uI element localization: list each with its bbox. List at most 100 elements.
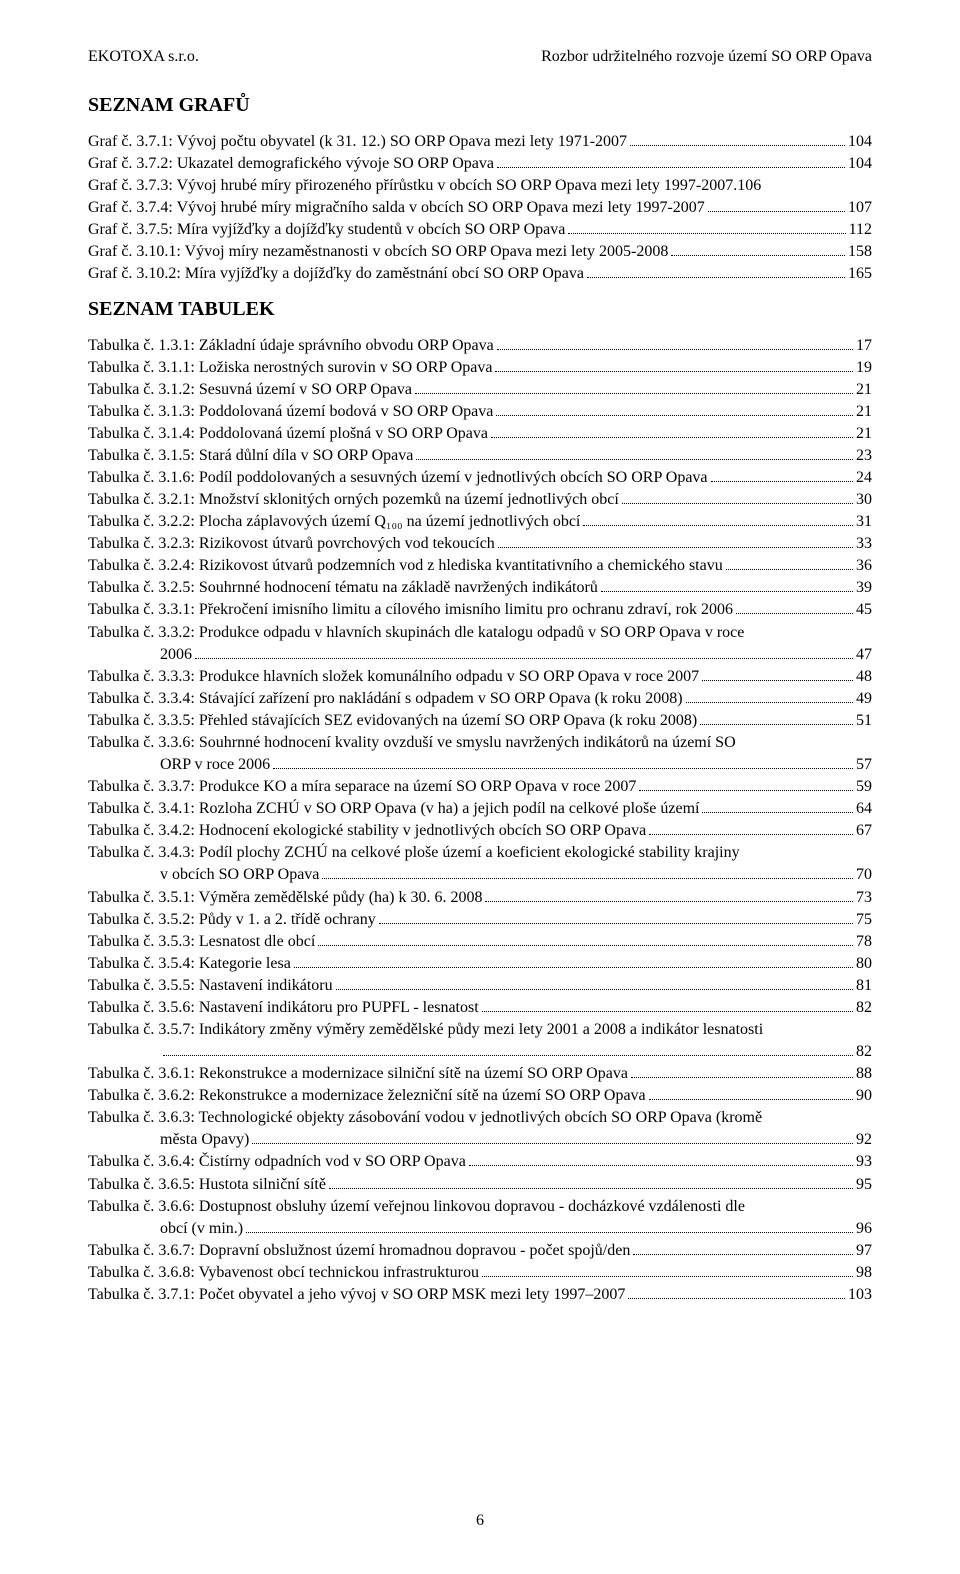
toc-entry-continuation: města Opavy) <box>88 1129 249 1151</box>
toc-entry-label: Tabulka č. 3.3.1: Překročení imisního li… <box>88 599 733 621</box>
toc-leader-dots <box>708 201 845 212</box>
toc-entry-label: Tabulka č. 3.1.2: Sesuvná území v SO ORP… <box>88 379 412 401</box>
toc-leader-dots <box>495 360 853 371</box>
toc-entry-page: 39 <box>856 577 872 599</box>
toc-line: Tabulka č. 3.2.1: Množství sklonitých or… <box>88 489 872 511</box>
toc-line: Tabulka č. 3.2.2: Plocha záplavových úze… <box>88 511 872 533</box>
toc-leader-dots <box>711 471 853 482</box>
toc-leader-dots <box>639 780 853 791</box>
toc-line: Tabulka č. 3.1.4: Poddolovaná území ploš… <box>88 423 872 445</box>
toc-leader-dots <box>497 338 853 349</box>
toc-line: Graf č. 3.7.2: Ukazatel demografického v… <box>88 153 872 175</box>
toc-leader-dots <box>702 669 853 680</box>
toc-entry-label: Graf č. 3.7.3: Vývoj hrubé míry přirozen… <box>88 175 761 197</box>
toc-entry-label: Tabulka č. 3.5.5: Nastavení indikátoru <box>88 975 333 997</box>
toc-entry-label: Tabulka č. 3.1.1: Ložiska nerostných sur… <box>88 357 492 379</box>
toc-leader-dots <box>736 603 853 614</box>
toc-line: Tabulka č. 3.3.3: Produkce hlavních slož… <box>88 666 872 688</box>
toc-leader-dots <box>628 1288 845 1299</box>
toc-entry-label: Tabulka č. 3.6.6: Dostupnost obsluhy úze… <box>88 1196 745 1218</box>
toc-entry-continuation: v obcích SO ORP Opava <box>88 864 319 886</box>
toc-leader-dots <box>649 824 853 835</box>
toc-line: Tabulka č. 3.2.4: Rizikovost útvarů podz… <box>88 555 872 577</box>
toc-entry-page: 21 <box>856 379 872 401</box>
toc-line: Tabulka č. 3.6.6: Dostupnost obsluhy úze… <box>88 1196 872 1218</box>
toc-entry-page: 96 <box>856 1218 872 1240</box>
toc-leader-dots <box>622 493 853 504</box>
toc-entry-label: Tabulka č. 3.6.4: Čistírny odpadních vod… <box>88 1151 466 1173</box>
toc-entry-page: 165 <box>848 263 872 285</box>
toc-graphs: Graf č. 3.7.1: Vývoj počtu obyvatel (k 3… <box>88 131 872 286</box>
toc-line: Tabulka č. 3.3.4: Stávající zařízení pro… <box>88 688 872 710</box>
toc-entry-label: Tabulka č. 3.6.7: Dopravní obslužnost úz… <box>88 1240 630 1262</box>
toc-entry-label: Tabulka č. 3.2.2: Plocha záplavových úze… <box>88 511 580 533</box>
toc-entry-label: Tabulka č. 3.5.3: Lesnatost dle obcí <box>88 931 315 953</box>
toc-line-continuation: 200647 <box>88 644 872 666</box>
toc-entry-page: 21 <box>856 401 872 423</box>
heading-graphs: SEZNAM GRAFŮ <box>88 94 872 117</box>
toc-entry-page: 70 <box>856 864 872 886</box>
toc-leader-dots <box>497 157 845 168</box>
toc-entry-label: Graf č. 3.10.2: Míra vyjížďky a dojížďky… <box>88 263 584 285</box>
toc-entry-page: 73 <box>856 887 872 909</box>
toc-entry-label: Tabulka č. 3.3.5: Přehled stávajících SE… <box>88 710 697 732</box>
toc-entry-page: 57 <box>856 754 872 776</box>
toc-line: Tabulka č. 3.3.7: Produkce KO a míra sep… <box>88 776 872 798</box>
toc-leader-dots <box>498 537 853 548</box>
toc-line-continuation: 82 <box>88 1041 872 1063</box>
toc-entry-label: Tabulka č. 3.7.1: Počet obyvatel a jeho … <box>88 1284 625 1306</box>
toc-entry-label: Tabulka č. 3.6.8: Vybavenost obcí techni… <box>88 1262 479 1284</box>
toc-entry-label: Tabulka č. 3.4.2: Hodnocení ekologické s… <box>88 820 646 842</box>
toc-entry-label: Tabulka č. 3.3.2: Produkce odpadu v hlav… <box>88 622 744 644</box>
toc-line: Tabulka č. 3.7.1: Počet obyvatel a jeho … <box>88 1284 872 1306</box>
toc-leader-dots <box>379 912 853 923</box>
toc-entry-page: 97 <box>856 1240 872 1262</box>
toc-entry-page: 45 <box>856 599 872 621</box>
toc-entry-label: Tabulka č. 3.6.3: Technologické objekty … <box>88 1107 762 1129</box>
toc-leader-dots <box>686 691 853 702</box>
toc-line: Tabulka č. 1.3.1: Základní údaje správní… <box>88 335 872 357</box>
toc-entry-page: 59 <box>856 776 872 798</box>
toc-entry-page: 47 <box>856 644 872 666</box>
toc-entry-page: 104 <box>848 153 872 175</box>
header-right: Rozbor udržitelného rozvoje území SO ORP… <box>541 48 872 66</box>
toc-entry-page: 80 <box>856 953 872 975</box>
toc-leader-dots <box>322 868 853 879</box>
toc-tables: Tabulka č. 1.3.1: Základní údaje správní… <box>88 335 872 1306</box>
toc-leader-dots <box>252 1133 853 1144</box>
toc-entry-page: 21 <box>856 423 872 445</box>
toc-leader-dots <box>568 223 845 234</box>
toc-line: Tabulka č. 3.1.6: Podíl poddolovaných a … <box>88 467 872 489</box>
toc-line: Tabulka č. 3.3.2: Produkce odpadu v hlav… <box>88 622 872 644</box>
toc-entry-label: Tabulka č. 3.3.6: Souhrnné hodnocení kva… <box>88 732 736 754</box>
toc-entry-page: 92 <box>856 1129 872 1151</box>
toc-leader-dots <box>329 1177 853 1188</box>
toc-entry-label: Tabulka č. 3.6.5: Hustota silniční sítě <box>88 1174 326 1196</box>
toc-entry-page: 104 <box>848 131 872 153</box>
toc-entry-label: Graf č. 3.10.1: Vývoj míry nezaměstnanos… <box>88 241 668 263</box>
toc-leader-dots <box>294 956 853 967</box>
toc-leader-dots <box>415 382 853 393</box>
toc-entry-label: Tabulka č. 3.3.7: Produkce KO a míra sep… <box>88 776 636 798</box>
toc-entry-page: 81 <box>856 975 872 997</box>
toc-line-continuation: v obcích SO ORP Opava 70 <box>88 864 872 886</box>
toc-line: Graf č. 3.10.1: Vývoj míry nezaměstnanos… <box>88 241 872 263</box>
toc-leader-dots <box>587 267 845 278</box>
toc-entry-page: 31 <box>856 511 872 533</box>
toc-line-continuation: ORP v roce 200657 <box>88 754 872 776</box>
toc-entry-label: Tabulka č. 3.3.3: Produkce hlavních slož… <box>88 666 699 688</box>
toc-entry-page: 51 <box>856 710 872 732</box>
toc-line: Tabulka č. 3.6.5: Hustota silniční sítě9… <box>88 1174 872 1196</box>
toc-leader-dots <box>633 1243 853 1254</box>
toc-leader-dots <box>726 559 853 570</box>
toc-entry-label: Tabulka č. 3.3.4: Stávající zařízení pro… <box>88 688 683 710</box>
toc-entry-label: Tabulka č. 3.6.1: Rekonstrukce a moderni… <box>88 1063 628 1085</box>
toc-entry-page: 93 <box>856 1151 872 1173</box>
toc-line: Tabulka č. 3.3.5: Přehled stávajících SE… <box>88 710 872 732</box>
toc-line: Tabulka č. 3.3.1: Překročení imisního li… <box>88 599 872 621</box>
toc-entry-label: Tabulka č. 3.4.3: Podíl plochy ZCHÚ na c… <box>88 842 740 864</box>
toc-line: Tabulka č. 3.1.5: Stará důlní díla v SO … <box>88 445 872 467</box>
toc-leader-dots <box>630 135 845 146</box>
toc-entry-page: 82 <box>856 997 872 1019</box>
toc-entry-page: 78 <box>856 931 872 953</box>
